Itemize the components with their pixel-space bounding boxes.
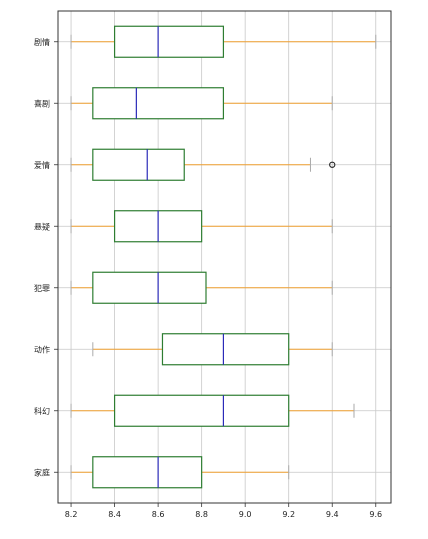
iqr-box xyxy=(113,394,290,427)
category-label: 家庭 xyxy=(34,467,50,477)
iqr-box xyxy=(92,271,207,304)
x-tick-label: 8.4 xyxy=(108,510,121,519)
iqr-box xyxy=(92,456,203,489)
box-5 xyxy=(70,271,333,304)
x-tick-label: 9.4 xyxy=(326,510,339,519)
iqr-box xyxy=(113,25,225,58)
x-axis: 8.2 8.4 8.6 8.8 9.0 9.2 9.4 9.6 xyxy=(65,503,382,519)
category-label: 科幻 xyxy=(34,406,50,416)
category-label: 动作 xyxy=(34,344,50,354)
box-3 xyxy=(70,148,336,181)
category-label: 悬疑 xyxy=(34,221,50,231)
box-2 xyxy=(70,87,333,120)
box-4 xyxy=(70,210,333,243)
grid-layer xyxy=(58,11,391,503)
outlier-point xyxy=(329,161,336,168)
x-tick-label: 9.2 xyxy=(282,510,295,519)
category-label: 犯罪 xyxy=(34,283,50,293)
iqr-box xyxy=(161,333,290,366)
x-tick-label: 9.6 xyxy=(369,510,382,519)
x-tick-label: 8.8 xyxy=(195,510,208,519)
category-label: 喜剧 xyxy=(34,98,50,108)
x-tick-label: 9.0 xyxy=(239,510,252,519)
iqr-box xyxy=(92,87,225,120)
category-label: 剧情 xyxy=(34,37,50,47)
x-tick-label: 8.6 xyxy=(152,510,165,519)
x-tick-label: 8.2 xyxy=(65,510,78,519)
box-layer xyxy=(70,25,377,489)
box-8 xyxy=(70,456,290,489)
box-6 xyxy=(92,333,333,366)
plot-frame xyxy=(57,10,392,504)
category-label: 爱情 xyxy=(34,160,50,170)
box-1 xyxy=(70,25,377,58)
iqr-box xyxy=(92,148,185,181)
box-7 xyxy=(70,394,355,427)
